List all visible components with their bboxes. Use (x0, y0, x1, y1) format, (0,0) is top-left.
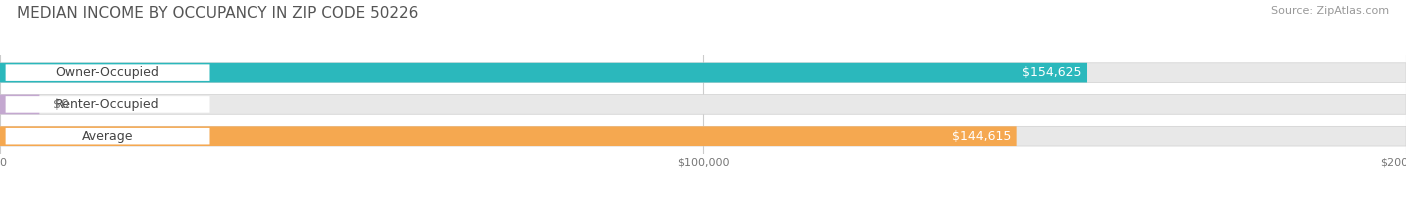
FancyBboxPatch shape (0, 63, 1087, 83)
FancyBboxPatch shape (0, 63, 1406, 83)
FancyBboxPatch shape (6, 128, 209, 144)
FancyBboxPatch shape (6, 64, 209, 81)
Text: $144,615: $144,615 (952, 130, 1011, 143)
Text: Average: Average (82, 130, 134, 143)
FancyBboxPatch shape (0, 126, 1406, 146)
FancyBboxPatch shape (0, 95, 1406, 114)
Text: Renter-Occupied: Renter-Occupied (55, 98, 160, 111)
FancyBboxPatch shape (0, 126, 1017, 146)
Text: Owner-Occupied: Owner-Occupied (56, 66, 159, 79)
Text: $154,625: $154,625 (1022, 66, 1081, 79)
Text: Source: ZipAtlas.com: Source: ZipAtlas.com (1271, 6, 1389, 16)
FancyBboxPatch shape (0, 95, 39, 114)
Text: MEDIAN INCOME BY OCCUPANCY IN ZIP CODE 50226: MEDIAN INCOME BY OCCUPANCY IN ZIP CODE 5… (17, 6, 418, 21)
FancyBboxPatch shape (6, 96, 209, 113)
Text: $0: $0 (53, 98, 69, 111)
